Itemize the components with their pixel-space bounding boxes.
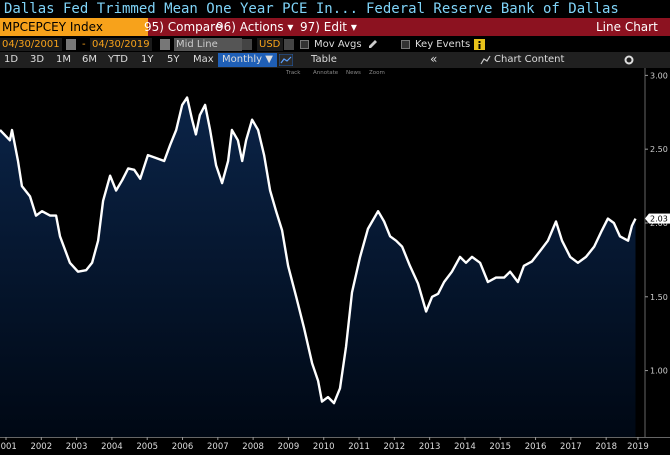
currency[interactable]: USD: [257, 38, 283, 51]
line-mode[interactable]: Mid Line: [174, 38, 242, 51]
title-bar: Dallas Fed Trimmed Mean One Year PCE In.…: [0, 0, 670, 18]
period-button[interactable]: 1M: [56, 54, 71, 65]
last-value-pointer: [645, 213, 649, 224]
chart-icon[interactable]: [279, 54, 293, 66]
x-tick-label: 2015: [489, 442, 511, 452]
ticker-field[interactable]: MPCEPCEY Index: [0, 18, 148, 36]
x-tick-label: 2011: [348, 442, 370, 452]
x-tick-label: 2008: [242, 442, 264, 452]
toolbar-button[interactable]: 96) Actions ▾: [216, 20, 294, 34]
start-date[interactable]: 04/30/2001: [0, 38, 62, 51]
view-name: Line Chart: [596, 20, 658, 34]
settings-icon[interactable]: [624, 55, 634, 65]
area-fill: [0, 97, 636, 437]
x-tick-label: 2005: [136, 442, 158, 452]
x-tick-label: 2017: [560, 442, 582, 452]
y-tick-label: 2.50: [650, 145, 668, 154]
chart-tool[interactable]: Zoom: [369, 70, 385, 76]
series-line: [0, 96, 637, 405]
table-button[interactable]: Table: [311, 54, 337, 65]
checkbox[interactable]: [300, 40, 309, 49]
security-title: Dallas Fed Trimmed Mean One Year PCE In.…: [4, 1, 359, 17]
x-tick-label: 2007: [207, 442, 229, 452]
key-events[interactable]: Key Events: [415, 39, 471, 50]
period-button[interactable]: 6M: [82, 54, 97, 65]
y-tick-label: 3.00: [650, 71, 668, 80]
chart-tool[interactable]: Track: [285, 70, 301, 76]
period-button[interactable]: 5Y: [167, 54, 180, 65]
chart-content-button[interactable]: Chart Content: [494, 54, 565, 65]
period-button[interactable]: Max: [193, 54, 214, 65]
dropdown-icon[interactable]: [284, 39, 294, 50]
x-tick-label: 2004: [101, 442, 123, 452]
x-tick-label: 2003: [66, 442, 88, 452]
end-date[interactable]: 04/30/2019: [90, 38, 152, 51]
toolbar: MPCEPCEY Index 95) Compare 96) Actions ▾…: [0, 18, 670, 36]
checkbox[interactable]: [401, 40, 410, 49]
x-tick-label: 2019: [627, 442, 649, 452]
last-value-label: 2.03: [650, 215, 668, 224]
chart-tool[interactable]: Annotate: [313, 70, 339, 76]
last-value-box: [649, 213, 670, 224]
y-tick-label: 1.50: [650, 293, 668, 302]
toolbar-button[interactable]: 95) Compare: [144, 20, 223, 34]
controls-bar: 04/30/2001 - 04/30/2019 Mid Line USD Mov…: [0, 36, 670, 52]
mov-avgs[interactable]: Mov Avgs: [314, 39, 362, 50]
dropdown-icon[interactable]: [242, 39, 252, 50]
chart: TrackAnnotateNewsZoom1.001.502.002.503.0…: [0, 68, 670, 455]
period-button[interactable]: 1Y: [141, 54, 154, 65]
x-tick-label: 2018: [595, 442, 617, 452]
x-tick-label: 2002: [30, 442, 52, 452]
x-tick-label: 2012: [384, 442, 406, 452]
date-separator: -: [82, 39, 86, 50]
period-button[interactable]: 1D: [4, 54, 19, 65]
period-button[interactable]: 3D: [30, 54, 45, 65]
toolbar-button[interactable]: 97) Edit ▾: [300, 20, 357, 34]
info-icon[interactable]: [474, 39, 485, 50]
frequency-button[interactable]: Monthly ▼: [218, 53, 277, 67]
period-button[interactable]: YTD: [108, 54, 128, 65]
collapse-button[interactable]: «: [430, 52, 438, 66]
calendar-icon[interactable]: [66, 39, 76, 50]
x-tick-label: 2014: [454, 442, 476, 452]
x-tick-label: 2013: [419, 442, 441, 452]
x-tick-label: 2016: [525, 442, 547, 452]
y-tick-label: 1.00: [650, 367, 668, 376]
chart-content-icon[interactable]: [480, 55, 491, 65]
x-tick-label: 2010: [313, 442, 335, 452]
calendar-icon[interactable]: [160, 39, 170, 50]
period-bar: 1D 3D 1M 6M YTD 1Y 5Y Max Monthly ▼ Table « Cha…: [0, 52, 670, 68]
chart-tool[interactable]: News: [346, 70, 361, 76]
pencil-icon[interactable]: [368, 39, 378, 49]
x-tick-label: 2009: [278, 442, 300, 452]
x-tick-label: 2006: [172, 442, 194, 452]
source-title: Federal Reserve Bank of Dallas: [366, 1, 619, 17]
x-tick-label: 2001: [0, 442, 17, 452]
